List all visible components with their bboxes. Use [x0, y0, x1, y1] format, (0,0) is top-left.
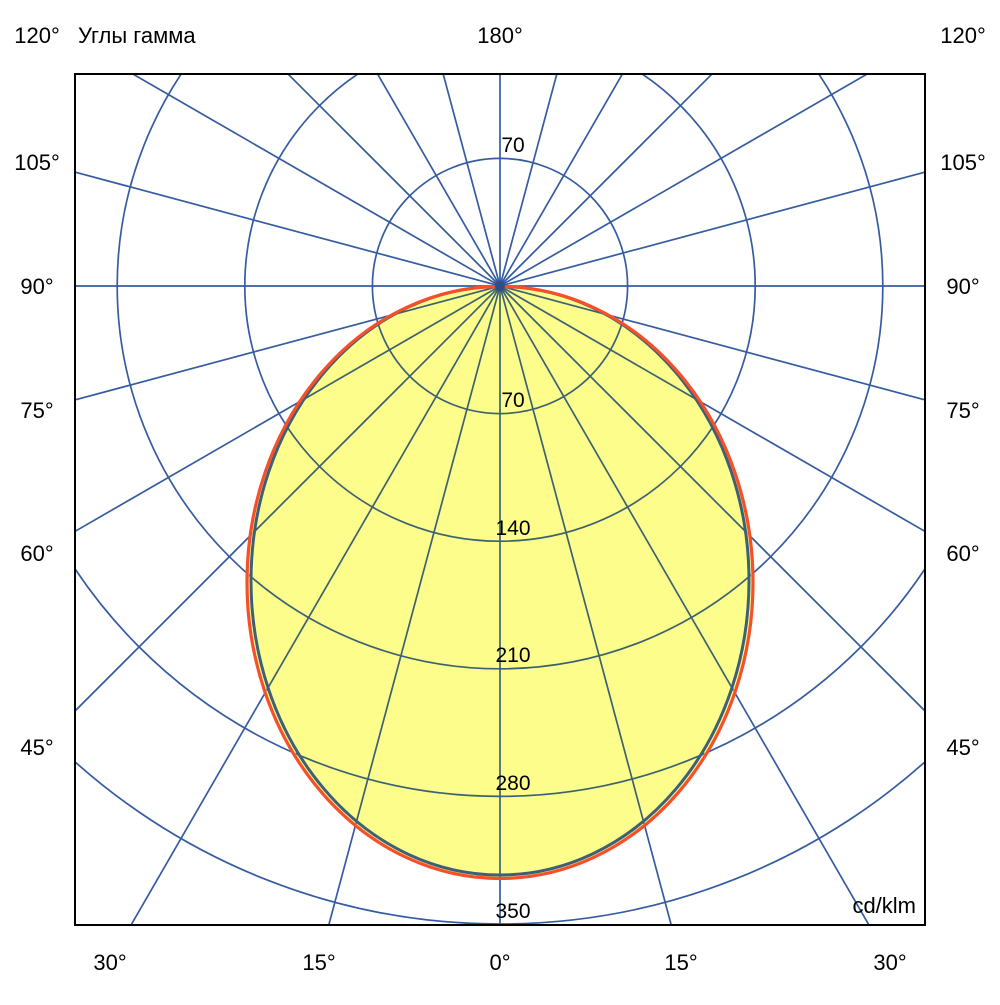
radial-tick-350: 350	[495, 900, 530, 923]
gamma-labels-top: 120° Углы гамма 180° 120°	[14, 23, 986, 48]
gamma-label-45-right: 45°	[946, 735, 979, 760]
gamma-label-105-left: 105°	[14, 150, 60, 175]
gamma-label-30-bottom-right: 30°	[873, 950, 906, 975]
gamma-label-15-bottom-left: 15°	[302, 950, 335, 975]
radial-tick-280: 280	[495, 772, 530, 795]
gamma-label-0-bottom: 0°	[489, 950, 510, 975]
gamma-labels-left: 105° 90° 75° 60° 45°	[14, 150, 60, 760]
radial-tick-labels: 70 70 140 210 280 350 cd/klm	[495, 134, 916, 923]
chart-title: Углы гамма	[78, 23, 196, 48]
gamma-label-75-left: 75°	[20, 398, 53, 423]
gamma-label-60-right: 60°	[946, 541, 979, 566]
gamma-label-15-bottom-right: 15°	[664, 950, 697, 975]
gamma-label-30-bottom-left: 30°	[93, 950, 126, 975]
gamma-label-45-left: 45°	[20, 735, 53, 760]
gamma-label-180: 180°	[477, 23, 523, 48]
gamma-label-120-top-left: 120°	[14, 23, 60, 48]
gamma-labels-right: 105° 90° 75° 60° 45°	[940, 150, 986, 760]
radial-tick-210: 210	[495, 644, 530, 667]
unit-label: cd/klm	[852, 893, 916, 918]
plot-border	[74, 73, 926, 926]
radial-tick-70-upper: 70	[501, 134, 524, 157]
gamma-label-75-right: 75°	[946, 398, 979, 423]
pole-convergence-point	[495, 281, 505, 291]
radial-tick-140: 140	[495, 517, 530, 540]
gamma-label-90-right: 90°	[946, 274, 979, 299]
gamma-label-120-top-right: 120°	[940, 23, 986, 48]
gamma-label-105-right: 105°	[940, 150, 986, 175]
gamma-labels-bottom: 30° 15° 0° 15° 30°	[93, 950, 906, 975]
gamma-label-90-left: 90°	[20, 274, 53, 299]
radial-tick-70: 70	[501, 389, 524, 412]
gamma-label-60-left: 60°	[20, 541, 53, 566]
